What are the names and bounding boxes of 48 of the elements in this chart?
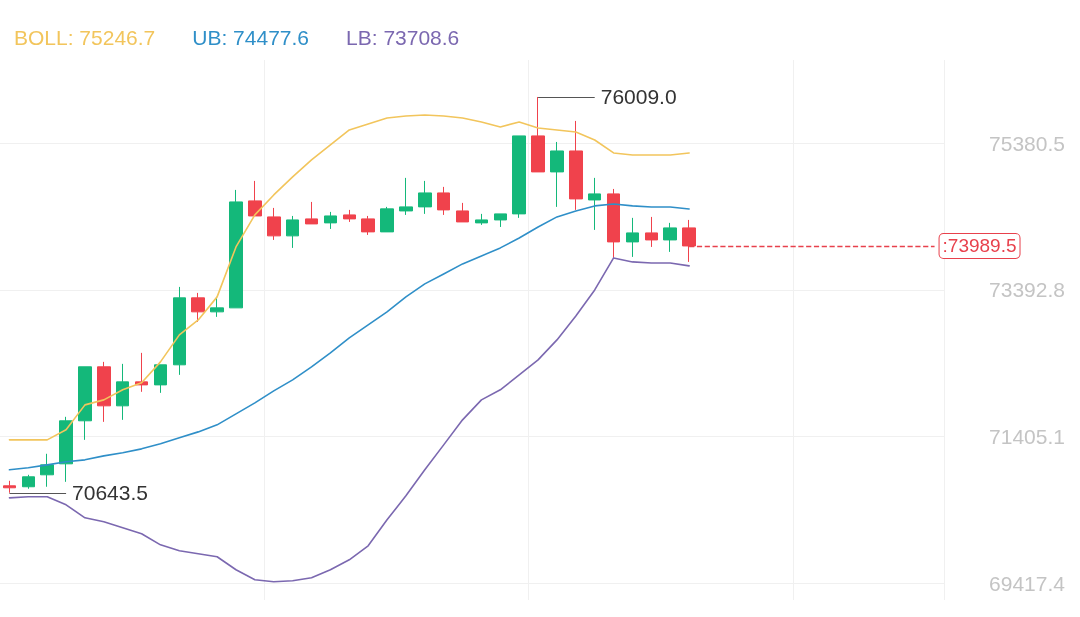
candlestick xyxy=(588,177,601,231)
candlestick xyxy=(78,366,92,441)
candlestick xyxy=(531,96,545,173)
candlestick xyxy=(512,135,526,219)
candlestick xyxy=(305,201,318,225)
text: LB: 73708.6 xyxy=(346,26,460,49)
candlestick xyxy=(569,120,583,211)
candlestick xyxy=(22,474,35,490)
y-tick-label: 69417.4 xyxy=(989,571,1066,595)
candlestick xyxy=(59,416,73,483)
annotation: 70643.5 xyxy=(72,481,148,505)
candlestick xyxy=(550,141,564,208)
candlestick xyxy=(210,296,224,318)
candlestick xyxy=(361,215,375,236)
candlestick xyxy=(456,202,469,223)
annotation: 76009.0 xyxy=(600,85,677,109)
candlestick xyxy=(475,213,488,226)
candlestick xyxy=(229,189,243,309)
candlestick xyxy=(3,480,16,494)
candlestick xyxy=(626,217,639,258)
line-series xyxy=(8,203,690,471)
candlestick xyxy=(116,363,129,421)
candlestick xyxy=(343,209,356,223)
candlestick xyxy=(380,206,394,233)
y-tick-label: 73392.8 xyxy=(989,278,1065,302)
candlestick xyxy=(267,207,281,241)
candlestick xyxy=(607,188,620,259)
line-series xyxy=(8,257,690,583)
y-tick-label: 71405.1 xyxy=(989,425,1065,449)
candlestick xyxy=(418,180,432,215)
text: BOLL: 75246.7 xyxy=(14,26,156,49)
candlestick xyxy=(663,222,677,253)
candlestick xyxy=(191,292,205,323)
candlestick xyxy=(399,177,413,216)
candlestick xyxy=(286,215,299,249)
candlestick xyxy=(248,180,262,217)
candlestick xyxy=(437,186,450,216)
candlestick xyxy=(645,216,658,248)
candlestick xyxy=(40,453,54,488)
ref-line-label: :73989.5 xyxy=(942,235,1017,257)
candlestick xyxy=(173,286,186,376)
y-tick-label: 75380.5 xyxy=(989,131,1065,155)
line-series xyxy=(8,114,690,441)
candlestick xyxy=(97,361,111,423)
candlestick xyxy=(494,213,507,228)
candlestick xyxy=(324,211,337,230)
candlestick xyxy=(154,364,167,394)
text: UB: 74477.6 xyxy=(192,26,310,49)
